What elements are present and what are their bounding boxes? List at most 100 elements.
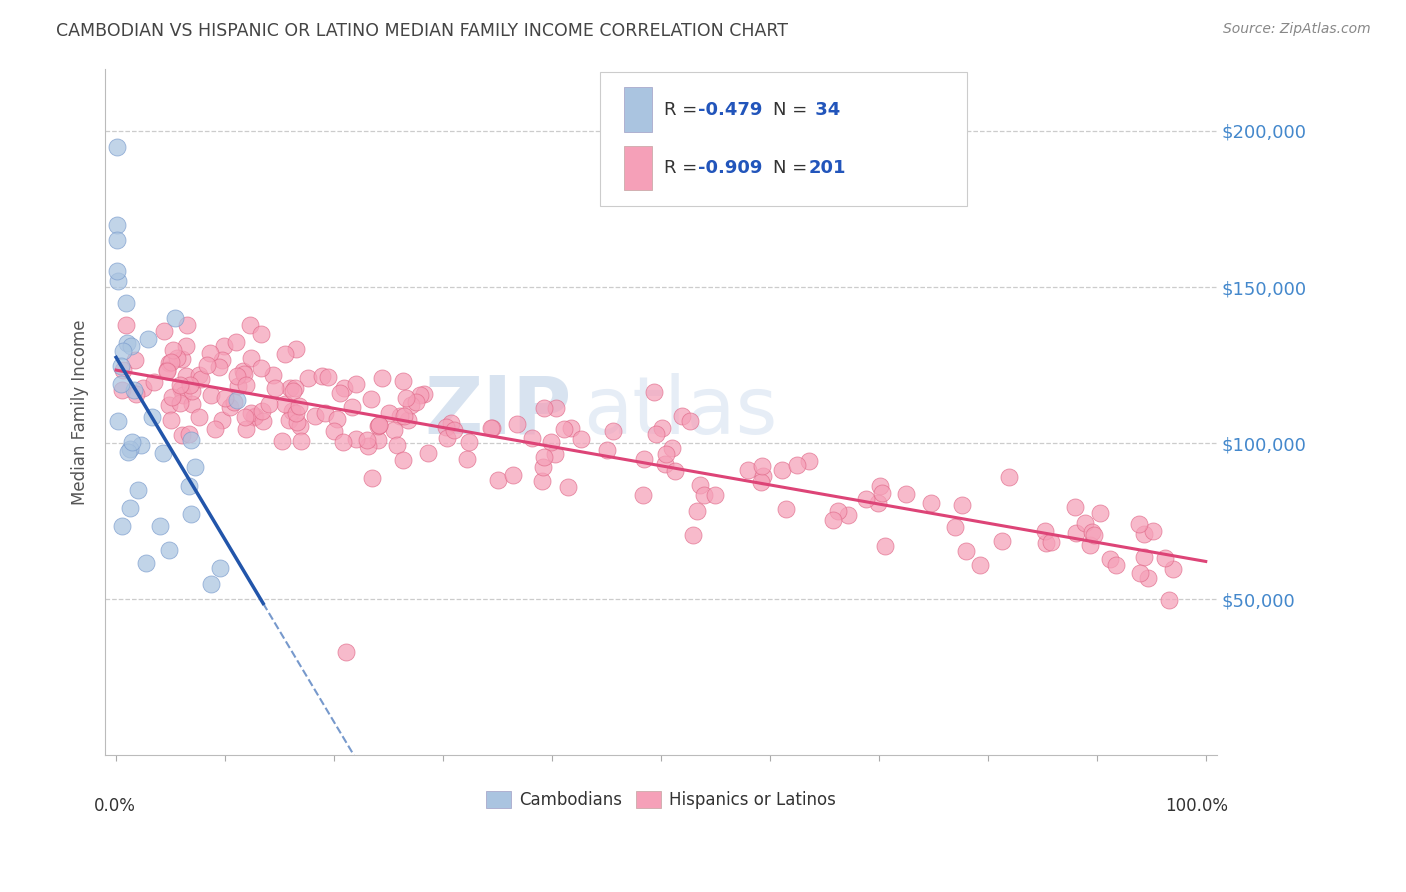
Point	[596, 443, 619, 458]
Point	[1137, 572, 1160, 586]
Point	[180, 384, 202, 399]
Point	[651, 421, 673, 435]
Point	[117, 445, 139, 459]
Text: CAMBODIAN VS HISPANIC OR LATINO MEDIAN FAMILY INCOME CORRELATION CHART: CAMBODIAN VS HISPANIC OR LATINO MEDIAN F…	[56, 22, 789, 40]
Point	[416, 446, 439, 460]
FancyBboxPatch shape	[624, 87, 652, 132]
Point	[190, 372, 212, 386]
Point	[311, 369, 333, 384]
Point	[278, 380, 301, 394]
Point	[540, 435, 562, 450]
FancyBboxPatch shape	[624, 145, 652, 190]
Point	[385, 438, 408, 452]
Point	[602, 424, 624, 438]
Point	[118, 501, 141, 516]
Point	[950, 498, 973, 512]
Text: N =: N =	[773, 159, 813, 178]
Point	[326, 412, 349, 426]
Point	[252, 414, 274, 428]
Point	[188, 409, 211, 424]
Point	[211, 353, 233, 368]
Point	[107, 414, 129, 428]
Point	[233, 367, 256, 381]
Point	[155, 363, 177, 377]
Point	[689, 478, 711, 492]
Point	[131, 381, 153, 395]
Point	[751, 469, 773, 483]
Point	[643, 384, 665, 399]
Point	[340, 400, 363, 414]
Text: 0.0%: 0.0%	[94, 797, 136, 814]
Point	[868, 496, 890, 510]
Point	[127, 483, 149, 497]
Point	[1133, 526, 1156, 541]
Point	[159, 355, 181, 369]
Point	[125, 387, 148, 401]
Point	[162, 343, 184, 357]
Point	[264, 381, 287, 395]
Point	[163, 311, 186, 326]
Point	[111, 518, 134, 533]
Text: atlas: atlas	[583, 373, 778, 451]
Text: -0.479: -0.479	[697, 101, 762, 119]
Point	[401, 398, 423, 412]
Point	[544, 447, 567, 461]
Point	[208, 561, 231, 575]
Point	[285, 416, 308, 430]
Point	[316, 370, 339, 384]
Point	[131, 438, 153, 452]
Point	[531, 459, 554, 474]
Point	[371, 370, 394, 384]
Point	[557, 480, 579, 494]
Point	[105, 218, 128, 232]
Point	[571, 432, 593, 446]
Point	[226, 369, 249, 384]
Point	[204, 422, 226, 436]
Point	[367, 418, 389, 433]
Point	[654, 447, 676, 461]
Point	[633, 488, 655, 502]
Point	[136, 332, 159, 346]
Point	[239, 318, 262, 332]
Point	[290, 434, 312, 449]
Point	[412, 387, 434, 401]
Point	[179, 426, 201, 441]
Point	[436, 431, 458, 445]
Point	[249, 361, 271, 376]
Y-axis label: Median Family Income: Median Family Income	[72, 319, 89, 505]
Point	[278, 413, 301, 427]
Point	[664, 464, 686, 478]
Point	[187, 368, 209, 382]
Point	[382, 423, 405, 437]
Point	[533, 401, 555, 416]
Point	[671, 409, 693, 424]
Point	[749, 475, 772, 490]
Point	[654, 457, 676, 471]
Point	[105, 139, 128, 153]
Point	[998, 470, 1021, 484]
Point	[211, 413, 233, 427]
Point	[149, 518, 172, 533]
Point	[344, 377, 367, 392]
Point	[181, 396, 204, 410]
Point	[226, 392, 249, 407]
Point	[111, 363, 134, 377]
Point	[274, 396, 297, 410]
Point	[304, 409, 326, 423]
Point	[1105, 558, 1128, 572]
Point	[409, 388, 432, 402]
Point	[170, 382, 193, 396]
Point	[107, 264, 129, 278]
Point	[943, 520, 966, 534]
Point	[1154, 550, 1177, 565]
Point	[235, 377, 257, 392]
Point	[174, 369, 197, 384]
Point	[118, 442, 141, 456]
Point	[389, 409, 412, 423]
Point	[285, 342, 308, 356]
Point	[121, 435, 143, 450]
Point	[284, 381, 307, 395]
Point	[1098, 551, 1121, 566]
Point	[1074, 516, 1097, 530]
Point	[110, 377, 132, 392]
